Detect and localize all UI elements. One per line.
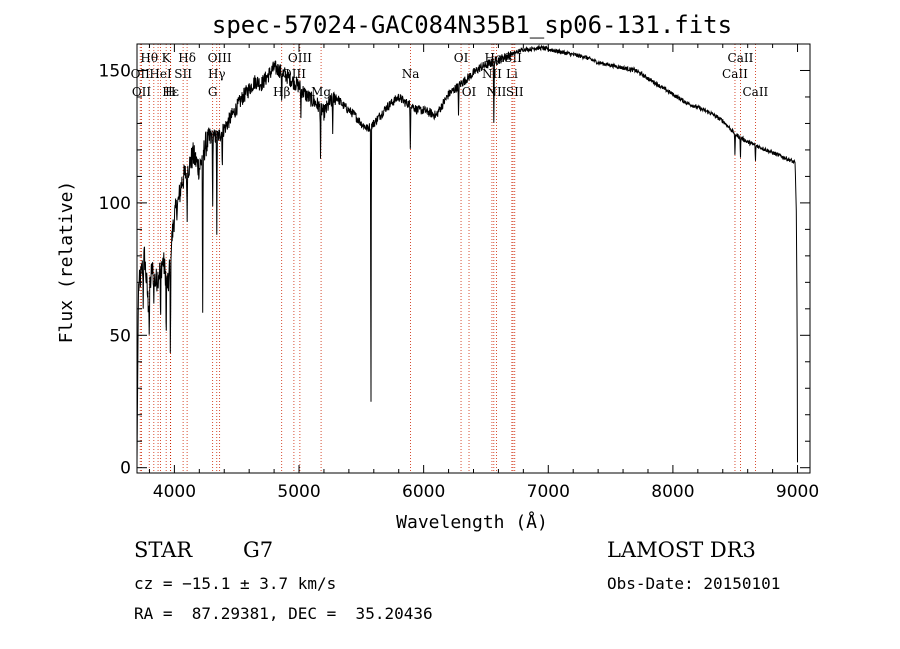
line-marker-label: Hδ [178,51,196,65]
spectral-subclass: G7 [243,538,274,562]
line-markers: HθOIIOIIHeIKHHεSIIHδGHγOIIIHβOIIIOIIIMgN… [131,44,769,473]
x-tick-label: 5000 [277,482,320,502]
line-marker-label: CaII [728,51,754,65]
line-marker-label: SII [506,85,524,99]
y-tick-label: 0 [120,459,131,479]
line-marker-label: OI [462,85,477,99]
x-axis-label: Wavelength (Å) [396,511,548,533]
line-marker-label: OIII [288,51,312,65]
survey-name: LAMOST DR3 [607,538,756,562]
line-marker-label: HeI [149,67,172,81]
line-marker-label: Hθ [140,51,158,65]
x-tick-label: 7000 [527,482,570,502]
x-tick-label: 6000 [402,482,445,502]
coordinates: RA = 87.29381, DEC = 35.20436 [134,604,433,623]
plot-frame [136,43,811,474]
line-marker-label: K [162,51,172,65]
line-marker-label: CaII [742,85,768,99]
x-tick-label: 4000 [153,482,196,502]
line-marker-label: Mg [311,85,331,99]
spectrum-line [136,44,798,463]
line-marker-label: OII [131,67,151,81]
line-marker-label: OIII [208,51,232,65]
line-marker-label: NII [482,67,502,81]
x-tick-label: 8000 [651,482,694,502]
line-marker-label: Hε [162,85,179,99]
line-marker-label: NII [486,85,506,99]
object-class: STAR [134,538,193,562]
observation-date: Obs-Date: 20150101 [607,574,781,593]
axis-ticks: 4000 5000 6000 7000 8000 9000 0 50 100 150 [99,44,819,502]
line-marker-label: OI [454,51,469,65]
y-axis-label: Flux (relative) [56,181,77,344]
line-marker-label: CaII [722,67,748,81]
chart-title: spec-57024-GAC084N35B1_sp06-131.fits [212,11,732,39]
redshift-cz: cz = −15.1 ± 3.7 km/s [134,574,337,593]
y-tick-label: 150 [99,61,131,81]
y-tick-label: 100 [99,194,131,214]
line-marker-label: G [208,85,218,99]
y-tick-label: 50 [109,326,131,346]
x-tick-label: 9000 [776,482,819,502]
line-marker-label: SII [174,67,192,81]
line-marker-label: Na [402,67,420,81]
line-marker-label: Li [506,67,518,81]
line-marker-label: Hγ [208,67,226,81]
